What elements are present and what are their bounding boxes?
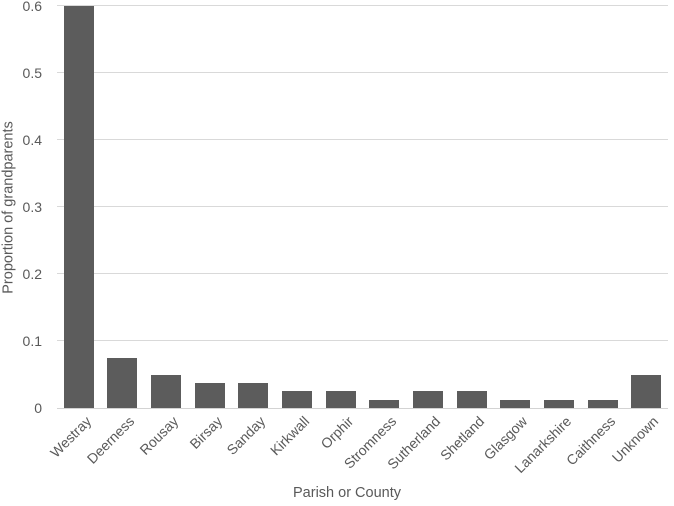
bar-kirkwall — [282, 391, 313, 408]
gridline — [57, 72, 668, 73]
gridline — [57, 273, 668, 274]
bar-lanarkshire — [543, 399, 574, 408]
bar-sanday — [238, 382, 269, 408]
y-tick-label: 0.5 — [22, 65, 42, 81]
bar-shetland — [456, 391, 487, 408]
bar-rousay — [151, 374, 182, 408]
y-tick-label: 0.4 — [22, 132, 42, 148]
plot-area — [57, 5, 668, 408]
gridline — [57, 5, 668, 6]
bar-unknown — [631, 374, 662, 408]
gridline — [57, 139, 668, 140]
gridline — [57, 340, 668, 341]
y-tick-label: 0.2 — [22, 266, 42, 282]
bar-glasgow — [500, 399, 531, 408]
y-tick-label: 0.1 — [22, 333, 42, 349]
bar-sutherland — [412, 391, 443, 408]
x-axis-line — [57, 408, 668, 409]
bar-deerness — [107, 357, 138, 408]
y-tick-label: 0.6 — [22, 0, 42, 14]
bar-stromness — [369, 399, 400, 408]
bar-orphir — [325, 391, 356, 408]
gridline — [57, 206, 668, 207]
y-tick-label: 0 — [34, 400, 42, 416]
bar-caithness — [587, 399, 618, 408]
x-axis-title: Parish or County — [293, 485, 401, 501]
bar-birsay — [194, 382, 225, 408]
y-tick-label: 0.3 — [22, 199, 42, 215]
bar-westray — [63, 6, 94, 408]
